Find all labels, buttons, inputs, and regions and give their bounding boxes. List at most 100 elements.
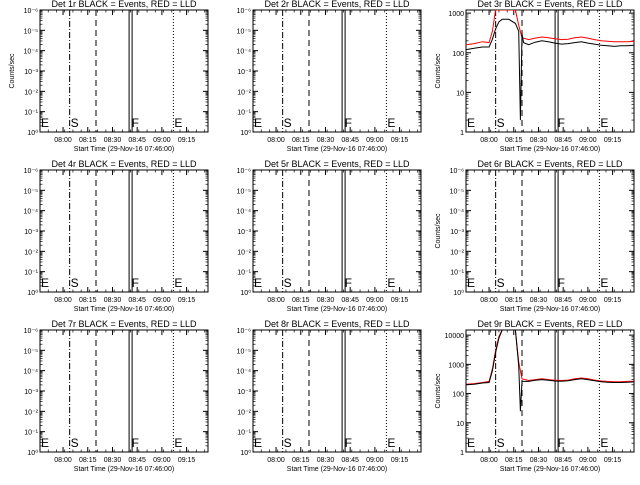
y-tick-label: 10⁻²	[24, 89, 38, 96]
event-marker-f-label: F	[345, 116, 352, 130]
event-marker-s-label: S	[284, 436, 292, 450]
y-tick-label: 10⁻⁶	[24, 8, 38, 15]
x-tick-label: 08:00	[54, 297, 72, 304]
x-tick-label: 08:15	[505, 137, 523, 144]
y-tick-label: 10⁻¹	[24, 110, 38, 117]
event-marker-e-label: E	[387, 436, 395, 450]
plot-frame	[465, 329, 635, 453]
event-marker-e-label: E	[254, 276, 262, 290]
x-tick-label: 09:00	[153, 137, 171, 144]
y-tick-label: 10⁻³	[24, 69, 38, 76]
event-marker-e-label: E	[41, 276, 49, 290]
y-tick-label: 10⁻²	[237, 89, 251, 96]
x-axis-title: Start Time (29-Nov-16 07:46:00)	[74, 466, 174, 473]
panel-title: Det 5r BLACK = Events, RED = LLD	[264, 159, 410, 169]
x-tick-label: 08:15	[79, 457, 97, 464]
plot-frame	[39, 9, 209, 133]
y-tick-label: 10⁻⁶	[237, 168, 251, 175]
x-tick-label: 08:45	[128, 137, 146, 144]
event-marker-f-label: F	[558, 116, 565, 130]
event-marker-e-label: E	[174, 276, 182, 290]
event-marker-f-label: F	[345, 276, 352, 290]
event-marker-e-label: E	[387, 116, 395, 130]
x-tick-label: 09:00	[366, 137, 384, 144]
y-tick-label: 1000	[448, 11, 464, 18]
event-marker-e-label: E	[600, 436, 608, 450]
chart-panel: Det 7r BLACK = Events, RED = LLD 10⁰ 10⁻¹ 1…	[24, 319, 209, 473]
panel-title: Det 1r BLACK = Events, RED = LLD	[51, 0, 197, 9]
y-tick-label: 10⁻⁵	[24, 188, 38, 195]
panel-title: Det 8r BLACK = Events, RED = LLD	[264, 319, 410, 329]
x-axis-title: Start Time (29-Nov-16 07:46:00)	[74, 146, 174, 153]
y-tick-label: 1	[460, 450, 464, 457]
x-tick-label: 08:15	[505, 297, 523, 304]
y-tick-label: 10⁻³	[237, 389, 251, 396]
x-tick-label: 08:30	[530, 297, 548, 304]
event-marker-e-label: E	[600, 276, 608, 290]
y-tick-label: 10000	[445, 333, 465, 340]
event-marker-e-label: E	[174, 116, 182, 130]
y-tick-label: 10⁻³	[450, 229, 464, 236]
x-tick-label: 08:15	[79, 297, 97, 304]
x-tick-label: 08:30	[530, 137, 548, 144]
x-tick-label: 09:15	[178, 457, 196, 464]
x-tick-label: 08:00	[480, 137, 498, 144]
y-axis-title: Counts/sec	[435, 53, 442, 89]
x-tick-label: 09:15	[391, 137, 409, 144]
y-tick-label: 10⁻²	[237, 249, 251, 256]
y-tick-label: 10⁻⁴	[237, 209, 252, 216]
x-tick-label: 08:30	[317, 457, 335, 464]
event-marker-s-label: S	[497, 116, 505, 130]
x-tick-label: 08:00	[267, 297, 285, 304]
event-marker-e-label: E	[600, 116, 608, 130]
y-tick-label: 10⁻⁶	[24, 168, 38, 175]
x-tick-label: 08:00	[267, 137, 285, 144]
y-tick-label: 10⁻⁴	[24, 369, 39, 376]
x-tick-label: 09:00	[366, 297, 384, 304]
event-marker-s-label: S	[71, 116, 79, 130]
x-axis-title: Start Time (29-Nov-16 07:46:00)	[500, 466, 600, 473]
y-tick-label: 10⁰	[240, 129, 251, 137]
chart-panel: Det 9r BLACK = Events, RED = LLD 1 10 100 10…	[435, 319, 635, 473]
y-tick-label: 10⁻⁴	[24, 49, 39, 56]
event-marker-e-label: E	[41, 116, 49, 130]
x-axis-title: Start Time (29-Nov-16 07:46:00)	[500, 146, 600, 153]
events-rate-line	[466, 330, 634, 412]
y-tick-label: 10⁻⁴	[237, 49, 252, 56]
chart-panel: Det 3r BLACK = Events, RED = LLD 1 10 100 10…	[435, 0, 635, 153]
x-tick-label: 09:00	[153, 297, 171, 304]
x-axis-title: Start Time (29-Nov-16 07:46:00)	[287, 306, 387, 313]
x-axis-title: Start Time (29-Nov-16 07:46:00)	[287, 146, 387, 153]
lld-rate-line	[466, 10, 634, 46]
x-axis-title: Start Time (29-Nov-16 07:46:00)	[500, 306, 600, 313]
event-marker-s-label: S	[497, 276, 505, 290]
chart-panel: Det 5r BLACK = Events, RED = LLD 10⁰ 10⁻¹ 1…	[237, 159, 422, 313]
y-axis-title: Counts/sec	[435, 373, 442, 409]
y-tick-label: 10⁻⁶	[237, 328, 251, 335]
y-tick-label: 10⁻⁴	[24, 209, 39, 216]
event-marker-e-label: E	[387, 276, 395, 290]
y-tick-label: 10⁻¹	[24, 430, 38, 437]
y-tick-label: 10⁰	[240, 289, 251, 297]
y-tick-label: 10⁻⁴	[450, 209, 465, 216]
events-rate-line	[466, 18, 634, 121]
y-tick-label: 100	[452, 392, 464, 399]
panel-title: Det 6r BLACK = Events, RED = LLD	[477, 159, 623, 169]
plot-frame	[252, 329, 422, 453]
x-tick-label: 08:15	[292, 457, 310, 464]
event-marker-s-label: S	[497, 436, 505, 450]
event-marker-s-label: S	[71, 276, 79, 290]
y-tick-label: 10⁻⁵	[237, 28, 251, 35]
y-tick-label: 10⁻²	[24, 249, 38, 256]
x-tick-label: 08:15	[292, 297, 310, 304]
y-tick-label: 1000	[448, 362, 464, 369]
x-tick-label: 09:00	[579, 297, 597, 304]
x-tick-label: 08:30	[317, 137, 335, 144]
x-tick-label: 08:30	[530, 457, 548, 464]
event-marker-e-label: E	[254, 436, 262, 450]
y-tick-label: 10⁻⁵	[237, 348, 251, 355]
event-marker-e-label: E	[41, 436, 49, 450]
x-axis-title: Start Time (29-Nov-16 07:46:00)	[287, 466, 387, 473]
